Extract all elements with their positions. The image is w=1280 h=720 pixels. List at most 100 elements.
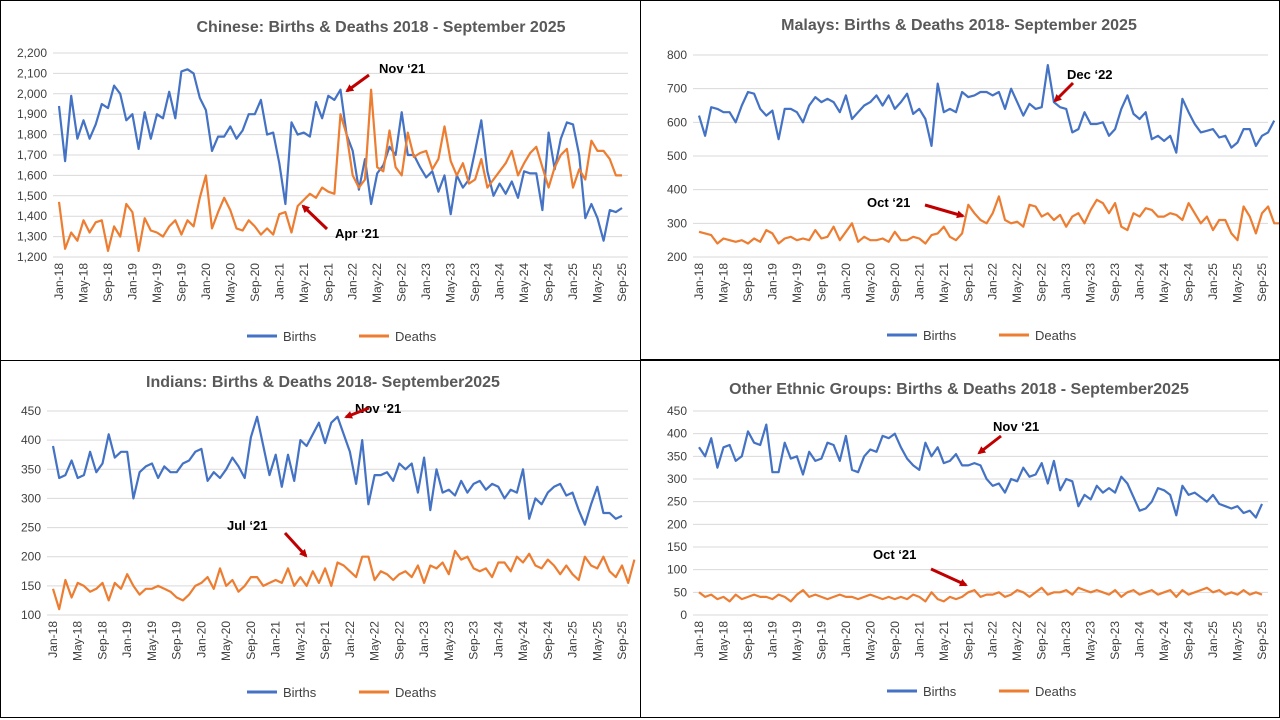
y-tick-label: 350 (667, 449, 687, 463)
y-tick-label: 200 (21, 550, 41, 564)
annotation-label: Nov ‘21 (379, 61, 425, 76)
y-tick-label: 1,700 (17, 148, 47, 162)
y-tick-label: 700 (667, 82, 687, 96)
x-tick-label: Jan-18 (692, 621, 706, 658)
chart-title: Other Ethnic Groups: Births & Deaths 201… (729, 381, 1189, 398)
x-tick-label: Sep-25 (615, 621, 629, 660)
y-tick-label: 2,000 (17, 87, 47, 101)
legend: Births Deaths (887, 328, 1077, 343)
x-tick-label: Jan-18 (692, 263, 706, 300)
x-tick-label: Sep-18 (101, 263, 115, 302)
x-tick-label: Sep-25 (1255, 263, 1269, 302)
chart-indians: Indians: Births & Deaths 2018- September… (21, 374, 636, 700)
x-tick-label: Jan-23 (417, 621, 431, 658)
x-tick-label: May-24 (1157, 621, 1171, 661)
x-tick-label: Jan-25 (1206, 263, 1220, 300)
x-tick-label: Sep-22 (1035, 263, 1049, 302)
x-tick-label: Sep-20 (248, 263, 262, 302)
x-tick-label: May-19 (145, 621, 159, 661)
y-tick-label: 1,900 (17, 107, 47, 121)
annotation-label: Oct ‘21 (867, 195, 910, 210)
annotation-label: Nov ‘21 (993, 419, 1039, 434)
x-tick-label: May-18 (71, 621, 85, 661)
x-tick-label: Sep-18 (741, 621, 755, 660)
x-tick-label: Jan-18 (52, 263, 66, 300)
y-tick-label: 300 (21, 491, 41, 505)
x-tick-label: May-23 (1084, 263, 1098, 303)
x-tick-label: May-22 (370, 263, 384, 303)
x-tick-label: Jan-20 (194, 621, 208, 658)
series-line-births (57, 68, 623, 242)
legend: Births Deaths (247, 329, 437, 344)
y-tick-label: 800 (667, 48, 687, 62)
y-tick-label: 1,200 (17, 250, 47, 264)
series-line-deaths (51, 549, 636, 611)
chart-panel-malays: Malays: Births & Deaths 2018- September … (640, 0, 1280, 360)
chart-title: Chinese: Births & Deaths 2018 - Septembe… (196, 19, 565, 36)
x-tick-label: Sep-25 (615, 263, 629, 302)
x-tick-label: Sep-23 (1108, 263, 1122, 302)
chart-title: Malays: Births & Deaths 2018- September … (781, 17, 1137, 34)
x-tick-label: Jan-22 (346, 263, 360, 300)
y-tick-label: 250 (21, 521, 41, 535)
legend-label-births: Births (923, 328, 957, 343)
x-tick-label: Jan-21 (269, 621, 283, 658)
chart-panel-indians: Indians: Births & Deaths 2018- September… (0, 360, 641, 718)
y-tick-label: 2,100 (17, 66, 47, 80)
x-tick-label: Jan-24 (1133, 621, 1147, 658)
y-tick-label: 150 (667, 540, 687, 554)
x-tick-label: Jan-24 (491, 621, 505, 658)
x-tick-label: Sep-18 (95, 621, 109, 660)
x-tick-label: Jan-23 (419, 263, 433, 300)
legend-label-births: Births (923, 684, 957, 699)
x-tick-label: Jan-19 (125, 263, 139, 300)
x-tick-label: May-21 (297, 263, 311, 303)
x-tick-label: May-20 (863, 263, 877, 303)
x-tick-label: May-24 (1157, 263, 1171, 303)
y-tick-label: 100 (21, 608, 41, 622)
x-tick-label: Sep-24 (542, 263, 556, 302)
x-tick-label: Sep-20 (888, 263, 902, 302)
x-tick-label: May-23 (444, 263, 458, 303)
y-tick-label: 100 (667, 563, 687, 577)
x-tick-label: Jan-23 (1059, 621, 1073, 658)
y-tick-label: 200 (667, 250, 687, 264)
y-tick-label: 350 (21, 462, 41, 476)
x-tick-label: Jan-20 (839, 263, 853, 300)
annotation-arrow (283, 531, 308, 558)
x-tick-label: Jan-20 (199, 263, 213, 300)
legend-label-deaths: Deaths (1035, 328, 1077, 343)
x-tick-label: Jan-18 (46, 621, 60, 658)
x-tick-label: Jan-21 (912, 621, 926, 658)
x-tick-label: Sep-21 (321, 263, 335, 302)
annotation-label: Nov ‘21 (355, 401, 401, 416)
x-tick-label: Jan-20 (839, 621, 853, 658)
annotation-arrow (344, 406, 370, 419)
x-tick-label: Sep-23 (467, 621, 481, 660)
y-tick-label: 450 (21, 404, 41, 418)
y-tick-label: 450 (667, 404, 687, 418)
x-tick-label: Jan-25 (566, 263, 580, 300)
x-tick-label: May-20 (219, 621, 233, 661)
x-tick-label: Sep-22 (395, 263, 409, 302)
x-tick-label: Jan-25 (566, 621, 580, 658)
series-line-deaths (698, 195, 1279, 245)
x-tick-label: May-19 (790, 263, 804, 303)
x-tick-label: May-18 (716, 621, 730, 661)
x-tick-label: Sep-21 (318, 621, 332, 660)
x-tick-label: Sep-24 (541, 621, 555, 660)
annotation-label: Jul ‘21 (227, 518, 267, 533)
x-tick-label: May-20 (863, 621, 877, 661)
y-tick-label: 150 (21, 579, 41, 593)
legend-label-deaths: Deaths (395, 685, 437, 700)
x-tick-label: Jan-22 (343, 621, 357, 658)
series-line-births (51, 415, 623, 526)
annotation-arrow (977, 434, 1002, 455)
x-tick-label: May-21 (937, 263, 951, 303)
x-tick-label: Sep-19 (814, 263, 828, 302)
annotation-label: Dec ‘22 (1067, 67, 1113, 82)
y-tick-label: 1,400 (17, 209, 47, 223)
x-tick-label: Sep-20 (888, 621, 902, 660)
x-tick-label: May-24 (516, 621, 530, 661)
x-tick-label: Jan-24 (1133, 263, 1147, 300)
